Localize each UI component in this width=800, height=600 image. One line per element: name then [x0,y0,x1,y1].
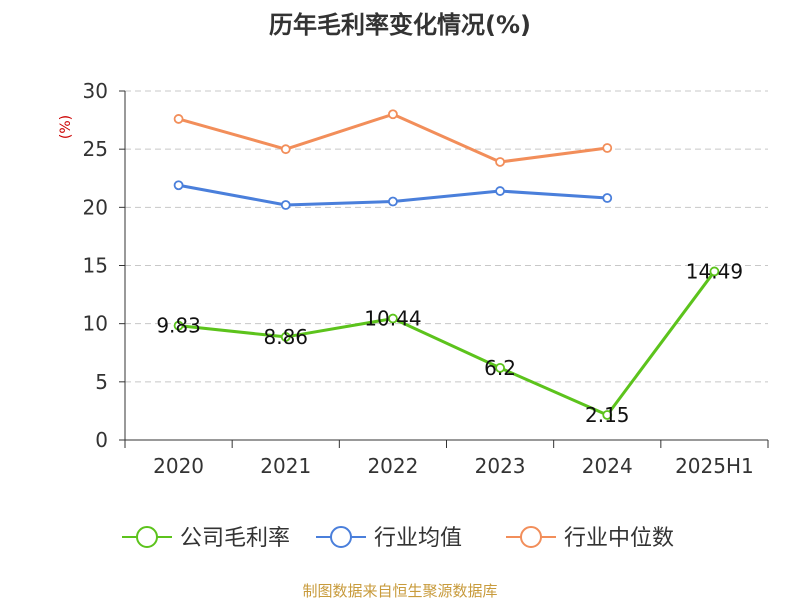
y-axis-label: (%) [58,115,74,139]
data-label-2022: 10.44 [364,307,421,331]
chart-title: 历年毛利率变化情况(%) [269,11,531,39]
data-label-layer: 9.83 8.86 10.44 6.2 2.15 14.49 [156,259,743,427]
y-tick-label-25: 25 [83,137,108,161]
data-label-2023: 6.2 [484,356,516,380]
legend-marker-0 [136,526,158,548]
legend-label-1: 行业均值 [374,526,462,551]
x-tick-label-2025H1: 2025H1 [675,454,754,478]
data-label-2021: 8.86 [263,325,308,349]
legend-marker-1 [330,526,352,548]
y-tick-label-15: 15 [83,254,108,278]
series-0-point-2024 [602,410,613,420]
y-tick-label-5: 5 [95,370,108,394]
series-0-point-2023 [495,362,505,373]
legend-marker-2 [520,526,542,548]
series-2-point-2023 [495,157,505,167]
y-tick-label-20: 20 [83,195,108,219]
data-label-2025H1: 14.49 [686,259,743,283]
series-2-point-2024 [602,143,613,153]
series-layer [173,109,720,420]
y-tick-label-30: 30 [83,79,108,103]
axis-layer: 0 5 10 15 20 25 30 2020 2021 2022 2023 2024 2025H1 [83,79,769,478]
data-label-2020: 9.83 [156,314,201,338]
series-1-point-2024 [602,193,613,203]
source-note: 制图数据来自恒生聚源数据库 [302,582,497,600]
series-line-2 [177,112,609,164]
series-0-point-2020 [173,320,184,331]
legend: 公司毛利率 行业均值 行业中位数 [122,526,674,551]
data-label-2024: 2.15 [585,403,630,427]
series-0-point-2022 [388,313,398,324]
series-1-point-2020 [173,180,184,191]
x-tick-label-2024: 2024 [582,454,633,478]
x-tick-label-2021: 2021 [260,454,311,478]
series-1-point-2023 [495,186,505,196]
series-line-0 [177,269,716,417]
series-2-point-2021 [280,144,291,155]
x-tick-label-2022: 2022 [367,454,418,478]
series-1-point-2021 [280,200,291,210]
series-0-point-2021 [280,332,291,342]
y-tick-label-10: 10 [83,312,108,336]
series-0-point-2025H1 [709,266,720,277]
x-tick-label-2020: 2020 [153,454,204,478]
legend-label-2: 行业中位数 [564,526,674,551]
grid-layer [125,90,768,383]
series-1-point-2022 [388,196,398,207]
y-tick-label-0: 0 [95,428,108,452]
legend-label-0: 公司毛利率 [180,526,290,551]
series-2-point-2020 [173,114,184,124]
series-2-point-2022 [388,109,398,120]
x-tick-label-2023: 2023 [475,454,526,478]
